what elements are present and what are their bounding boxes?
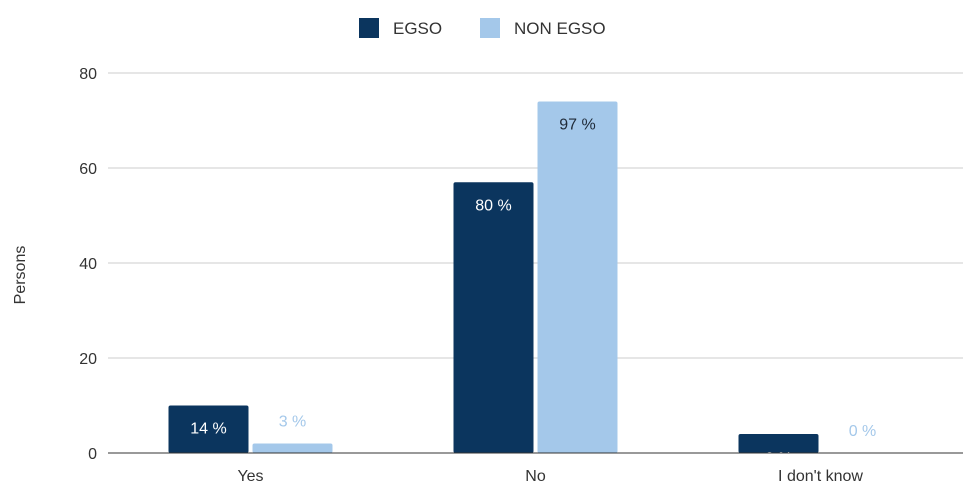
x-axis-ticks: Yes No I don't know <box>237 468 863 484</box>
legend-label: EGSO <box>393 19 442 38</box>
x-tick-label: No <box>525 468 546 484</box>
bar <box>252 443 333 453</box>
y-axis-title: Persons <box>12 246 29 305</box>
legend-swatch <box>480 18 500 38</box>
data-label: 3 % <box>279 414 307 431</box>
data-label: 6 % <box>765 450 793 467</box>
legend: EGSO NON EGSO <box>359 18 606 38</box>
bars <box>168 101 819 453</box>
data-label: 97 % <box>559 117 595 134</box>
bar <box>168 405 249 453</box>
data-label: 0 % <box>849 423 877 440</box>
legend-label: NON EGSO <box>514 19 606 38</box>
y-tick-label: 40 <box>79 256 97 273</box>
y-axis-ticks: 0 20 40 60 80 <box>79 66 97 463</box>
legend-swatch <box>359 18 379 38</box>
y-tick-label: 80 <box>79 66 97 83</box>
y-tick-label: 20 <box>79 351 97 368</box>
x-tick-label: Yes <box>237 468 263 484</box>
data-labels: 14 % 3 % 80 % 97 % 6 % 0 % <box>190 117 876 468</box>
y-tick-label: 60 <box>79 161 97 178</box>
bar <box>738 434 819 453</box>
y-tick-label: 0 <box>88 446 97 463</box>
data-label: 14 % <box>190 421 226 438</box>
gridlines <box>108 72 963 359</box>
data-label: 80 % <box>475 197 511 214</box>
x-tick-label: I don't know <box>778 468 863 484</box>
bar <box>453 182 534 453</box>
bar <box>537 101 618 453</box>
